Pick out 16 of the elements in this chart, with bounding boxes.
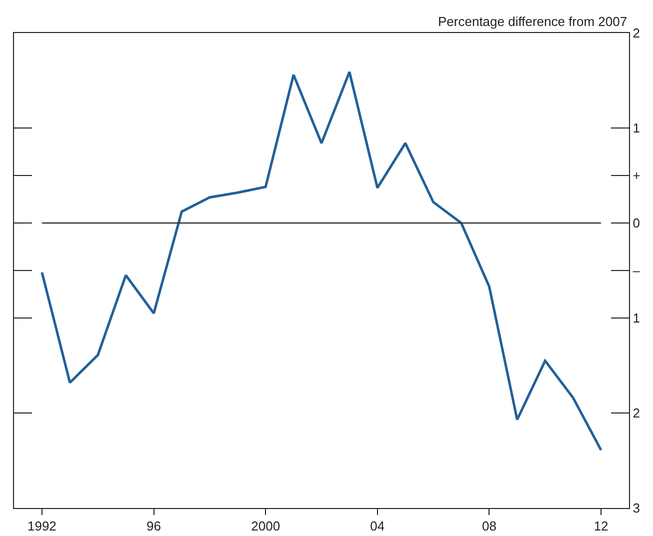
- y-axis-title: Percentage difference from 2007: [438, 14, 628, 29]
- y-tick-label: –: [632, 263, 641, 278]
- y-tick-label: 2: [632, 26, 640, 41]
- x-tick-label: 96: [146, 518, 162, 534]
- y-tick-label: 3: [632, 500, 640, 516]
- y-tick-label: 2: [632, 406, 640, 421]
- x-tick-label: 08: [482, 518, 496, 534]
- x-tick-label: 12: [594, 518, 608, 534]
- line-series: [40, 70, 602, 452]
- x-tick-label: 04: [370, 518, 385, 534]
- x-tick-label: 2000: [251, 518, 280, 534]
- x-tick-label: 1992: [27, 518, 56, 534]
- y-tick-label: 1: [632, 310, 640, 326]
- y-tick-label: 1: [632, 120, 640, 136]
- y-tick-label: +: [632, 168, 640, 184]
- y-tick-label: 0: [632, 216, 640, 231]
